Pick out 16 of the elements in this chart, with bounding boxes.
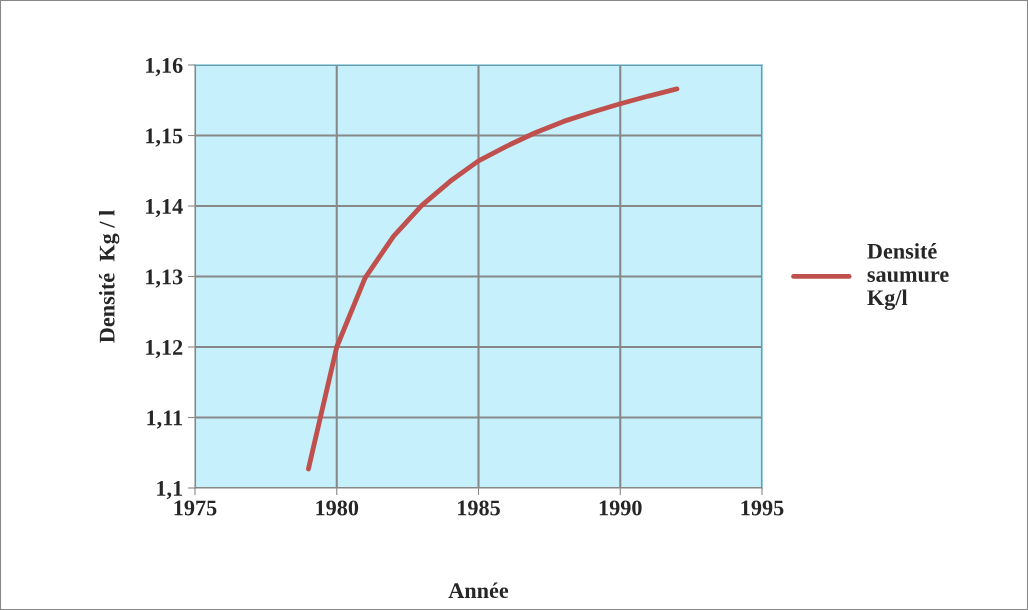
y-tick-label: 1,14 <box>146 199 183 218</box>
line-series <box>305 86 680 472</box>
x-tick-label: 1985 <box>458 500 500 516</box>
legend-label: Densité saumure Kg/l <box>867 243 949 310</box>
y-tick-label: 1,11 <box>147 410 183 429</box>
x-tick-label: 1980 <box>316 500 359 516</box>
y-tick-label: 1,12 <box>146 339 183 359</box>
y-tick-label: 1,15 <box>146 128 183 147</box>
x-tick-label: 1975 <box>174 500 217 516</box>
y-tick-label: 1,16 <box>146 57 183 77</box>
x-tick-label: 1995 <box>741 500 784 516</box>
y-tick-label: 1,1 <box>157 481 183 500</box>
y-axis-title: Densité Kg / l <box>98 210 120 343</box>
x-axis-title: Année <box>448 582 509 599</box>
y-tick-label: 1,13 <box>146 269 183 288</box>
x-tick-label: 1990 <box>599 500 642 516</box>
